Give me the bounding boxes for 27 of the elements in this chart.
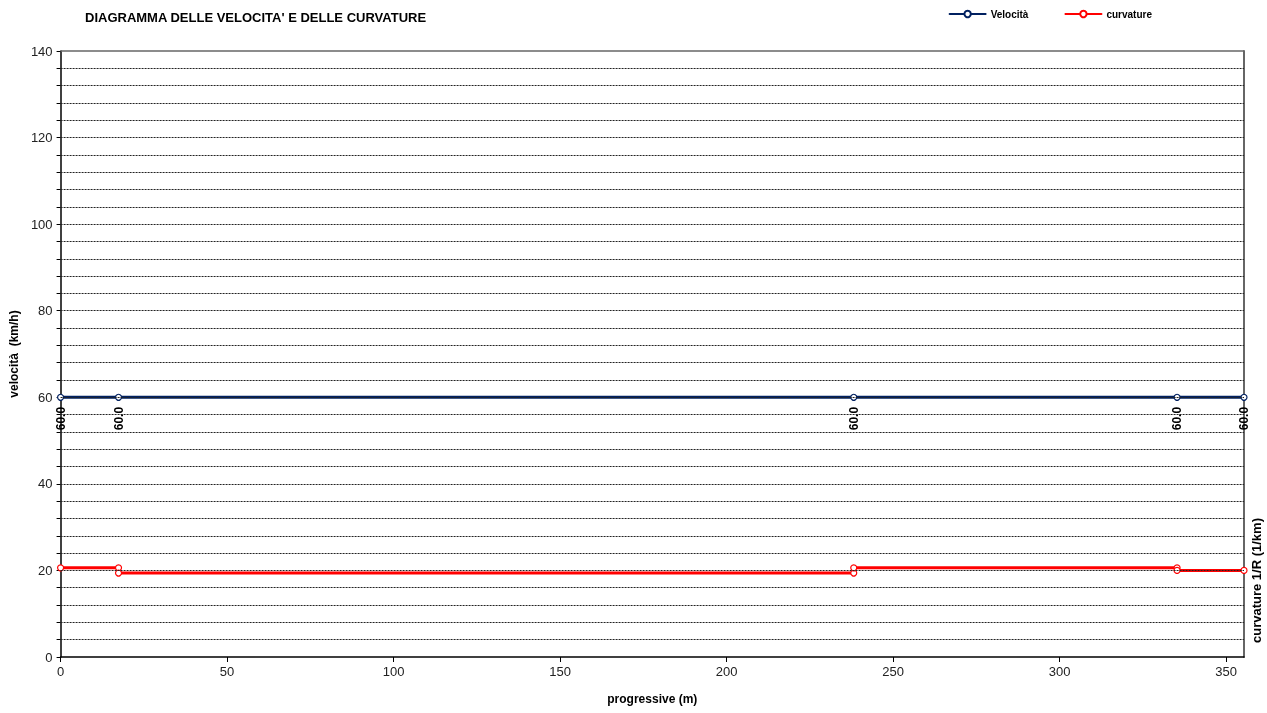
x-tick-label: 250 xyxy=(882,664,904,679)
data-label: 60.0 xyxy=(846,406,861,431)
x-tick-label: 50 xyxy=(219,664,235,679)
x-tick-label: 300 xyxy=(1048,664,1071,679)
legend-label: Velocità xyxy=(990,8,1029,20)
y2-axis-title: curvature 1/R (1/km) xyxy=(1249,518,1264,643)
y-tick-label: 40 xyxy=(38,476,53,492)
y-tick-label: 20 xyxy=(38,562,53,578)
chart-title: DIAGRAMMA DELLE VELOCITA' E DELLE CURVATURE xyxy=(85,10,427,25)
data-label: 60.0 xyxy=(111,406,126,431)
y-tick-label: 80 xyxy=(38,303,53,319)
x-tick-label: 350 xyxy=(1215,664,1237,679)
x-tick-label: 200 xyxy=(715,664,738,679)
y-tick-label: 140 xyxy=(30,43,53,59)
data-label: 60.0 xyxy=(1237,406,1251,431)
x-tick-label: 100 xyxy=(382,664,405,679)
y-tick-label: 0 xyxy=(45,649,53,665)
x-tick-label: 150 xyxy=(549,664,571,679)
y-tick-label: 120 xyxy=(30,130,53,146)
y-tick-label: 100 xyxy=(30,216,53,232)
data-label: 60.0 xyxy=(53,406,68,431)
y-tick-label: 60 xyxy=(38,389,53,405)
x-tick-label: 0 xyxy=(56,664,65,679)
data-label: 60.0 xyxy=(1170,406,1185,431)
x-axis-title: progressive (m) xyxy=(607,692,698,706)
legend-label: curvature xyxy=(1106,8,1153,20)
y-axis-title: velocità (km/h) xyxy=(7,310,21,398)
